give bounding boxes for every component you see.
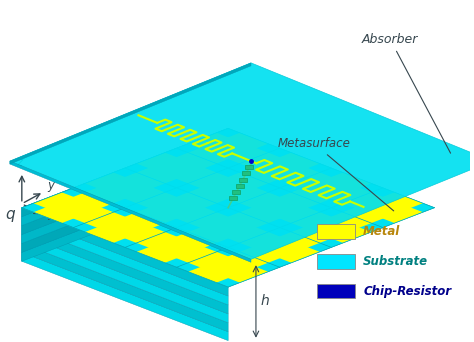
Polygon shape: [292, 212, 371, 243]
Polygon shape: [22, 128, 435, 287]
Polygon shape: [188, 212, 268, 243]
Bar: [242, 171, 250, 175]
Polygon shape: [240, 232, 320, 263]
Polygon shape: [240, 153, 320, 183]
Polygon shape: [22, 164, 228, 252]
Polygon shape: [10, 63, 251, 164]
Polygon shape: [22, 208, 228, 296]
Polygon shape: [188, 212, 268, 243]
Text: y: y: [47, 179, 54, 192]
Polygon shape: [292, 212, 371, 243]
Text: z: z: [16, 156, 22, 169]
Text: Metasurface: Metasurface: [278, 137, 394, 211]
Polygon shape: [34, 192, 113, 223]
Polygon shape: [188, 133, 268, 163]
Polygon shape: [292, 172, 371, 203]
Polygon shape: [137, 232, 217, 263]
Polygon shape: [22, 235, 228, 323]
Polygon shape: [85, 212, 165, 243]
Text: Metal: Metal: [363, 225, 401, 238]
Polygon shape: [137, 153, 217, 183]
Polygon shape: [22, 173, 228, 261]
Text: Chip-Resistor: Chip-Resistor: [363, 285, 451, 298]
Polygon shape: [22, 155, 228, 244]
Bar: [236, 184, 244, 188]
Polygon shape: [292, 172, 371, 203]
Text: Substrate: Substrate: [363, 255, 428, 268]
Polygon shape: [22, 137, 228, 226]
Polygon shape: [240, 192, 320, 223]
Bar: [232, 190, 240, 194]
Polygon shape: [343, 192, 423, 223]
Polygon shape: [22, 216, 228, 305]
Polygon shape: [22, 244, 228, 332]
Polygon shape: [22, 128, 228, 216]
Polygon shape: [10, 63, 474, 259]
Bar: [239, 177, 247, 182]
Bar: [246, 165, 253, 169]
Polygon shape: [188, 252, 268, 282]
Polygon shape: [137, 192, 217, 223]
Bar: [229, 196, 237, 200]
Polygon shape: [22, 252, 228, 341]
Polygon shape: [240, 232, 320, 263]
Polygon shape: [137, 192, 217, 223]
Polygon shape: [85, 172, 165, 203]
Polygon shape: [188, 252, 268, 282]
Polygon shape: [240, 153, 320, 183]
Text: x: x: [47, 210, 54, 223]
Polygon shape: [188, 133, 268, 163]
Bar: [318, 284, 355, 299]
Text: q: q: [5, 207, 15, 222]
Text: Absorber: Absorber: [362, 33, 451, 153]
Polygon shape: [85, 172, 165, 203]
Bar: [318, 254, 355, 269]
Bar: [318, 224, 355, 239]
Polygon shape: [343, 192, 423, 223]
Text: h: h: [261, 294, 270, 308]
Polygon shape: [188, 172, 268, 203]
Polygon shape: [22, 226, 228, 314]
Polygon shape: [137, 232, 217, 263]
Polygon shape: [10, 161, 251, 262]
Polygon shape: [85, 212, 165, 243]
Polygon shape: [22, 146, 228, 235]
Polygon shape: [22, 128, 228, 261]
Polygon shape: [240, 192, 320, 223]
Polygon shape: [188, 172, 268, 203]
Polygon shape: [137, 153, 217, 183]
Polygon shape: [34, 192, 113, 223]
